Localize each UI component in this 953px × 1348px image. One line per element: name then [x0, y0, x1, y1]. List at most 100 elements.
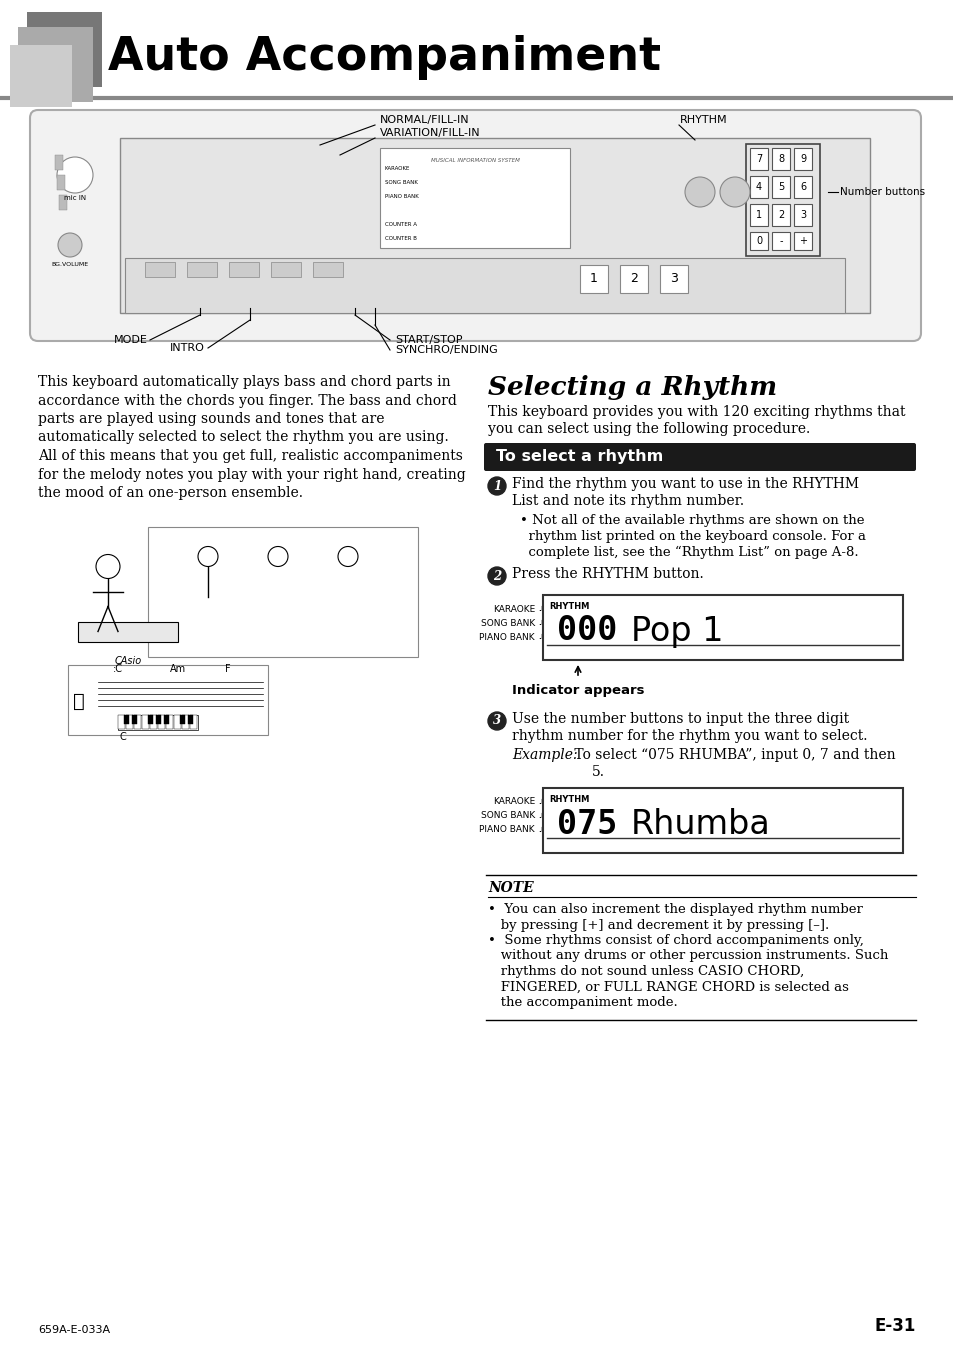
- Bar: [173, 714, 181, 728]
- Bar: [132, 714, 137, 724]
- Bar: [158, 714, 165, 728]
- Bar: [793, 204, 811, 226]
- Text: CAsio: CAsio: [114, 656, 141, 666]
- Text: by pressing [+] and decrement it by pressing [–].: by pressing [+] and decrement it by pres…: [488, 918, 828, 931]
- Text: the mood of an one-person ensemble.: the mood of an one-person ensemble.: [38, 487, 303, 500]
- Text: •  You can also increment the displayed rhythm number: • You can also increment the displayed r…: [488, 903, 862, 917]
- Circle shape: [268, 546, 288, 566]
- Text: Example:: Example:: [512, 748, 577, 762]
- Circle shape: [198, 546, 218, 566]
- Text: 7: 7: [755, 154, 761, 164]
- Text: To select a rhythm: To select a rhythm: [496, 449, 662, 465]
- Text: BG.VOLUME: BG.VOLUME: [51, 262, 89, 267]
- Text: NORMAL/FILL-IN: NORMAL/FILL-IN: [379, 115, 469, 125]
- Text: To select “075 RHUMBA”, input 0, 7 and then: To select “075 RHUMBA”, input 0, 7 and t…: [569, 748, 895, 762]
- Bar: [145, 262, 174, 276]
- Bar: [313, 262, 343, 276]
- Text: COUNTER B: COUNTER B: [385, 236, 416, 241]
- Text: ♩: ♩: [537, 813, 540, 820]
- Text: START/STOP: START/STOP: [395, 336, 462, 345]
- Text: ♩: ♩: [537, 828, 540, 833]
- Circle shape: [96, 554, 120, 578]
- Bar: [55, 155, 63, 170]
- Text: rhythm number for the rhythm you want to select.: rhythm number for the rhythm you want to…: [512, 729, 866, 743]
- Circle shape: [58, 233, 82, 257]
- Text: parts are played using sounds and tones that are: parts are played using sounds and tones …: [38, 412, 384, 426]
- Text: without any drums or other percussion instruments. Such: without any drums or other percussion in…: [488, 949, 887, 962]
- Circle shape: [488, 712, 505, 731]
- Text: This keyboard provides you with 120 exciting rhythms that: This keyboard provides you with 120 exci…: [488, 404, 904, 419]
- Bar: [771, 148, 789, 170]
- Bar: [379, 148, 569, 248]
- Text: you can select using the following procedure.: you can select using the following proce…: [488, 422, 809, 435]
- Circle shape: [337, 546, 357, 566]
- Text: E-31: E-31: [874, 1317, 915, 1335]
- Bar: [771, 204, 789, 226]
- Text: Selecting a Rhythm: Selecting a Rhythm: [488, 375, 777, 400]
- Text: MUSICAL INFORMATION SYSTEM: MUSICAL INFORMATION SYSTEM: [430, 158, 518, 163]
- Circle shape: [720, 177, 749, 208]
- Text: 000: 000: [557, 615, 617, 647]
- Text: RHYTHM: RHYTHM: [679, 115, 727, 125]
- Text: 3: 3: [493, 714, 500, 728]
- Text: MODE: MODE: [114, 336, 148, 345]
- Bar: [148, 714, 152, 724]
- Bar: [120, 137, 869, 313]
- Bar: [182, 714, 189, 728]
- Bar: [133, 714, 141, 728]
- Bar: [10, 44, 71, 106]
- Text: Number buttons: Number buttons: [840, 187, 924, 197]
- Text: SYNCHRO/ENDING: SYNCHRO/ENDING: [395, 345, 497, 355]
- Text: -: -: [779, 236, 781, 245]
- Bar: [749, 232, 767, 249]
- Text: • Not all of the available rhythms are shown on the: • Not all of the available rhythms are s…: [519, 514, 863, 527]
- Bar: [271, 262, 301, 276]
- Text: 2: 2: [777, 210, 783, 220]
- Text: complete list, see the “Rhythm List” on page A-8.: complete list, see the “Rhythm List” on …: [519, 546, 858, 559]
- Text: 𝄞: 𝄞: [73, 692, 85, 710]
- Bar: [18, 27, 92, 102]
- Bar: [190, 714, 196, 728]
- Bar: [579, 266, 607, 293]
- Text: This keyboard automatically plays bass and chord parts in: This keyboard automatically plays bass a…: [38, 375, 450, 390]
- Text: ♩: ♩: [537, 607, 540, 612]
- Text: 9: 9: [800, 154, 805, 164]
- Bar: [187, 262, 216, 276]
- Text: Auto Accompaniment: Auto Accompaniment: [108, 35, 660, 81]
- Text: KARAOKE: KARAOKE: [493, 604, 535, 613]
- Bar: [659, 266, 687, 293]
- Text: F: F: [225, 665, 231, 674]
- Circle shape: [684, 177, 714, 208]
- Circle shape: [488, 477, 505, 495]
- Text: 4: 4: [755, 182, 761, 191]
- Text: 5: 5: [777, 182, 783, 191]
- Text: KARAOKE: KARAOKE: [493, 798, 535, 806]
- Circle shape: [488, 568, 505, 585]
- Bar: [118, 714, 198, 729]
- Bar: [793, 177, 811, 198]
- Circle shape: [57, 156, 92, 193]
- Text: accordance with the chords you finger. The bass and chord: accordance with the chords you finger. T…: [38, 394, 456, 407]
- Text: Rhumba: Rhumba: [630, 807, 770, 841]
- Text: 2: 2: [629, 272, 638, 286]
- Text: FINGERED, or FULL RANGE CHORD is selected as: FINGERED, or FULL RANGE CHORD is selecte…: [488, 980, 848, 993]
- Text: rhythms do not sound unless CASIO CHORD,: rhythms do not sound unless CASIO CHORD,: [488, 965, 803, 979]
- Bar: [793, 148, 811, 170]
- Bar: [180, 714, 185, 724]
- Bar: [749, 148, 767, 170]
- Bar: [78, 621, 178, 642]
- Text: 1: 1: [755, 210, 761, 220]
- Bar: [771, 232, 789, 249]
- Text: for the melody notes you play with your right hand, creating: for the melody notes you play with your …: [38, 468, 465, 481]
- Text: 0: 0: [755, 236, 761, 245]
- Bar: [229, 262, 258, 276]
- Text: ♩: ♩: [537, 620, 540, 625]
- Text: Find the rhythm you want to use in the RHYTHM: Find the rhythm you want to use in the R…: [512, 477, 858, 491]
- Text: mic IN: mic IN: [64, 195, 86, 201]
- Text: 1: 1: [590, 272, 598, 286]
- Text: the accompaniment mode.: the accompaniment mode.: [488, 996, 677, 1010]
- Text: PIANO BANK: PIANO BANK: [385, 194, 418, 200]
- FancyBboxPatch shape: [30, 111, 920, 341]
- Text: All of this means that you get full, realistic accompaniments: All of this means that you get full, rea…: [38, 449, 462, 462]
- Text: 3: 3: [669, 272, 678, 286]
